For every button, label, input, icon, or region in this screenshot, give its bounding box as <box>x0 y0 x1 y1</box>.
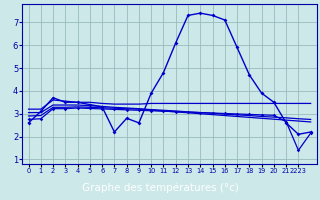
Text: Graphe des températures (°c): Graphe des températures (°c) <box>82 182 238 193</box>
